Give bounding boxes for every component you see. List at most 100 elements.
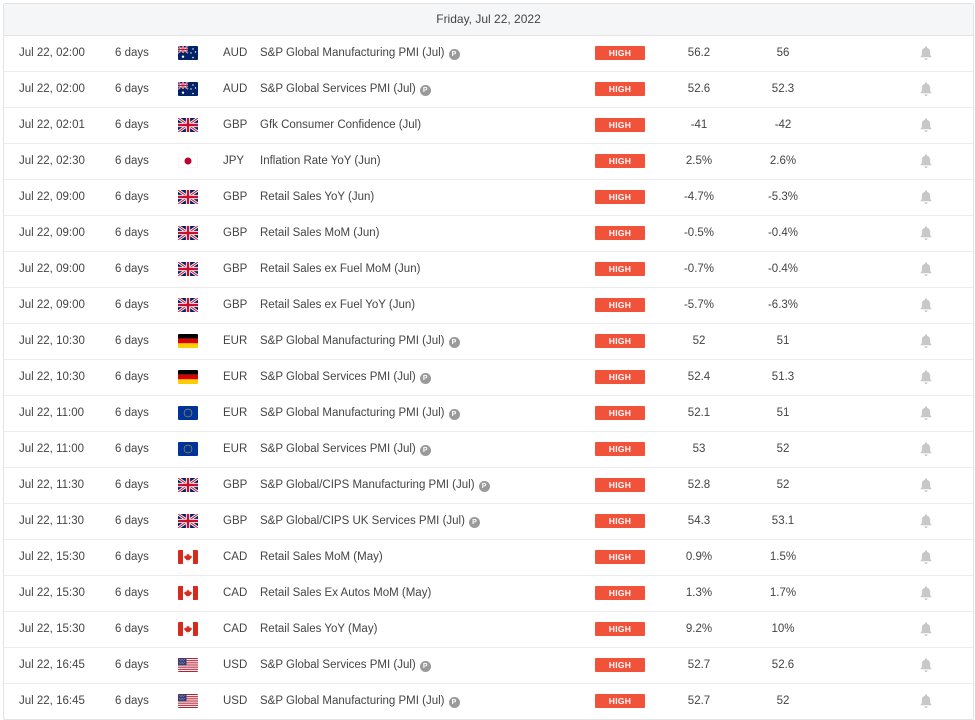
event-name[interactable]: S&P Global Manufacturing PMI (Jul) P [260, 36, 460, 71]
event-name[interactable]: Retail Sales MoM (May) [260, 540, 383, 575]
impact-badge: HIGH [595, 406, 645, 420]
event-forecast: -42 [774, 119, 792, 131]
alert-bell-button[interactable] [918, 297, 934, 313]
event-row[interactable]: Jul 22, 11:30 6 days GBP S&P Global/CIPS… [4, 504, 973, 540]
event-row[interactable]: Jul 22, 10:30 6 days EUR S&P Global Manu… [4, 324, 973, 360]
event-name[interactable]: Retail Sales ex Fuel MoM (Jun) [260, 252, 420, 287]
alert-bell-button[interactable] [918, 657, 934, 673]
impact-badge: HIGH [595, 262, 645, 276]
alert-bell-button[interactable] [918, 585, 934, 601]
event-time: Jul 22, 15:30 [19, 623, 85, 635]
event-name[interactable]: Inflation Rate YoY (Jun) [260, 144, 381, 179]
alert-bell-button[interactable] [918, 117, 934, 133]
alert-bell-button[interactable] [918, 621, 934, 637]
event-currency: EUR [223, 371, 248, 383]
event-row[interactable]: Jul 22, 02:01 6 days GBP Gfk Consumer Co… [4, 108, 973, 144]
event-actual: 52.7 [687, 695, 711, 707]
impact-cell: HIGH [595, 406, 645, 420]
bell-icon [920, 694, 932, 708]
alert-bell-button[interactable] [918, 45, 934, 61]
event-row[interactable]: Jul 22, 02:00 6 days AUD S&P Global Manu… [4, 36, 973, 72]
alert-bell-button[interactable] [918, 369, 934, 385]
event-time: Jul 22, 16:45 [19, 659, 85, 671]
event-name[interactable]: S&P Global Manufacturing PMI (Jul) P [260, 324, 460, 359]
alert-bell-button[interactable] [918, 189, 934, 205]
event-actual: 54.3 [687, 515, 711, 527]
alert-bell-button[interactable] [918, 153, 934, 169]
event-name-text: S&P Global Services PMI (Jul) [260, 83, 416, 95]
event-name[interactable]: S&P Global Services PMI (Jul) P [260, 360, 431, 395]
impact-cell: HIGH [595, 118, 645, 132]
event-row[interactable]: Jul 22, 09:00 6 days GBP Retail Sales ex… [4, 252, 973, 288]
alert-bell-button[interactable] [918, 405, 934, 421]
bell-icon [920, 190, 932, 204]
event-row[interactable]: Jul 22, 16:45 6 days USD S&P Global Serv… [4, 648, 973, 684]
event-name[interactable]: Retail Sales YoY (Jun) [260, 180, 374, 215]
alert-bell-button[interactable] [918, 441, 934, 457]
event-row[interactable]: Jul 22, 02:30 6 days JPY Inflation Rate … [4, 144, 973, 180]
preliminary-icon: P [448, 49, 460, 60]
event-name[interactable]: S&P Global/CIPS UK Services PMI (Jul) P [260, 504, 480, 539]
event-name[interactable]: Retail Sales YoY (May) [260, 612, 377, 647]
event-row[interactable]: Jul 22, 11:00 6 days EUR S&P Global Serv… [4, 432, 973, 468]
event-row[interactable]: Jul 22, 02:00 6 days AUD S&P Global Serv… [4, 72, 973, 108]
event-countdown: 6 days [115, 191, 149, 203]
event-name[interactable]: Retail Sales MoM (Jun) [260, 216, 380, 251]
flag-au-icon [178, 46, 198, 60]
event-row[interactable]: Jul 22, 16:45 6 days USD S&P Global Manu… [4, 684, 973, 719]
impact-badge: HIGH [595, 514, 645, 528]
impact-cell: HIGH [595, 442, 645, 456]
alert-bell-button[interactable] [918, 333, 934, 349]
event-time: Jul 22, 09:00 [19, 227, 85, 239]
flag-ca-icon [178, 550, 198, 564]
impact-badge: HIGH [595, 46, 645, 60]
alert-bell-button[interactable] [918, 693, 934, 709]
impact-badge: HIGH [595, 298, 645, 312]
event-name[interactable]: Retail Sales Ex Autos MoM (May) [260, 576, 431, 611]
event-row[interactable]: Jul 22, 11:00 6 days EUR S&P Global Manu… [4, 396, 973, 432]
event-name[interactable]: Gfk Consumer Confidence (Jul) [260, 108, 421, 143]
impact-cell: HIGH [595, 298, 645, 312]
alert-bell-button[interactable] [918, 477, 934, 493]
event-row[interactable]: Jul 22, 10:30 6 days EUR S&P Global Serv… [4, 360, 973, 396]
alert-bell-button[interactable] [918, 81, 934, 97]
event-time: Jul 22, 02:01 [19, 119, 85, 131]
alert-bell-button[interactable] [918, 549, 934, 565]
preliminary-icon: P [419, 373, 431, 384]
event-currency: GBP [223, 299, 248, 311]
event-name[interactable]: S&P Global Services PMI (Jul) P [260, 72, 431, 107]
event-name[interactable]: S&P Global Services PMI (Jul) P [260, 432, 431, 467]
event-time: Jul 22, 09:00 [19, 263, 85, 275]
event-time: Jul 22, 02:00 [19, 83, 85, 95]
date-header: Friday, Jul 22, 2022 [4, 4, 973, 36]
event-time: Jul 22, 11:30 [19, 515, 85, 527]
impact-cell: HIGH [595, 550, 645, 564]
flag-gb-icon [178, 478, 198, 492]
alert-bell-button[interactable] [918, 513, 934, 529]
event-name-text: Retail Sales ex Fuel YoY (Jun) [260, 299, 416, 311]
event-row[interactable]: Jul 22, 15:30 6 days CAD Retail Sales Ex… [4, 576, 973, 612]
event-row[interactable]: Jul 22, 09:00 6 days GBP Retail Sales ex… [4, 288, 973, 324]
event-name[interactable]: S&P Global Manufacturing PMI (Jul) P [260, 396, 460, 431]
event-row[interactable]: Jul 22, 11:30 6 days GBP S&P Global/CIPS… [4, 468, 973, 504]
event-name[interactable]: S&P Global Manufacturing PMI (Jul) P [260, 684, 460, 719]
event-name[interactable]: S&P Global/CIPS Manufacturing PMI (Jul) P [260, 468, 490, 503]
event-currency: USD [223, 695, 248, 707]
event-row[interactable]: Jul 22, 15:30 6 days CAD Retail Sales Mo… [4, 540, 973, 576]
preliminary-icon: P [419, 661, 431, 672]
flag-eu-icon [178, 406, 198, 420]
alert-bell-button[interactable] [918, 225, 934, 241]
event-row[interactable]: Jul 22, 15:30 6 days CAD Retail Sales Yo… [4, 612, 973, 648]
event-name[interactable]: S&P Global Services PMI (Jul) P [260, 648, 431, 683]
event-currency: USD [223, 659, 248, 671]
flag-ca-icon [178, 622, 198, 636]
flag-gb-icon [178, 118, 198, 132]
event-name-text: S&P Global/CIPS Manufacturing PMI (Jul) [260, 479, 475, 491]
event-row[interactable]: Jul 22, 09:00 6 days GBP Retail Sales Yo… [4, 180, 973, 216]
event-countdown: 6 days [115, 119, 149, 131]
event-row[interactable]: Jul 22, 09:00 6 days GBP Retail Sales Mo… [4, 216, 973, 252]
alert-bell-button[interactable] [918, 261, 934, 277]
event-actual: 0.9% [685, 551, 713, 563]
event-name[interactable]: Retail Sales ex Fuel YoY (Jun) [260, 288, 415, 323]
event-forecast: -6.3% [767, 299, 799, 311]
